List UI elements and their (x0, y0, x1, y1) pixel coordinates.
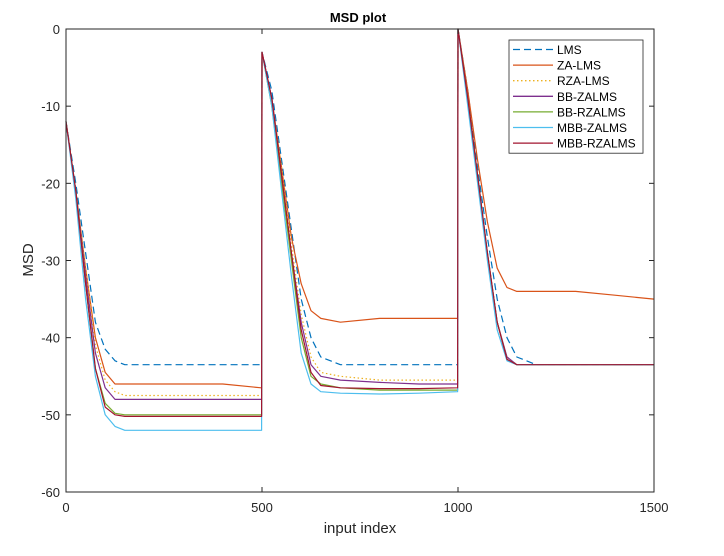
y-axis-label: MSD (20, 243, 37, 277)
y-tick-label: -50 (41, 408, 60, 423)
x-tick-label: 0 (62, 500, 69, 515)
series-layer (65, 28, 655, 431)
x-tick-label: 1000 (444, 500, 473, 515)
legend-label: BB-ZALMS (557, 90, 617, 104)
legend-label: MBB-ZALMS (557, 121, 627, 135)
x-tick-label: 500 (251, 500, 273, 515)
y-tick-label: 0 (53, 22, 60, 37)
tick-layer: 0 500 1000 1500 0 -10 -20 -30 -40 -50 -60 (41, 22, 668, 515)
legend-label: ZA-LMS (557, 59, 601, 73)
legend-label: BB-RZALMS (557, 105, 626, 119)
y-tick-label: -30 (41, 254, 60, 269)
series-line-rza-lms (65, 28, 654, 397)
legend-label: LMS (557, 43, 582, 57)
series-line-mbb-zalms (65, 28, 654, 431)
y-tick-label: -60 (41, 485, 60, 500)
chart-title: MSD plot (330, 10, 387, 25)
legend-label: RZA-LMS (557, 74, 610, 88)
series-line-za-lms (65, 28, 655, 389)
x-tick-label: 1500 (640, 500, 669, 515)
y-tick-label: -10 (41, 99, 60, 114)
y-tick-label: -20 (41, 176, 60, 191)
series-line-lms (65, 28, 654, 366)
y-tick-label: -40 (41, 331, 60, 346)
x-axis-label: input index (324, 520, 397, 537)
series-line-mbb-rzalms (65, 28, 654, 417)
legend-label: MBB-RZALMS (557, 137, 636, 151)
